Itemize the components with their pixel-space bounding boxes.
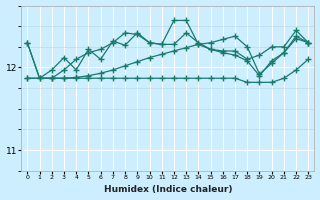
X-axis label: Humidex (Indice chaleur): Humidex (Indice chaleur) <box>104 185 232 194</box>
